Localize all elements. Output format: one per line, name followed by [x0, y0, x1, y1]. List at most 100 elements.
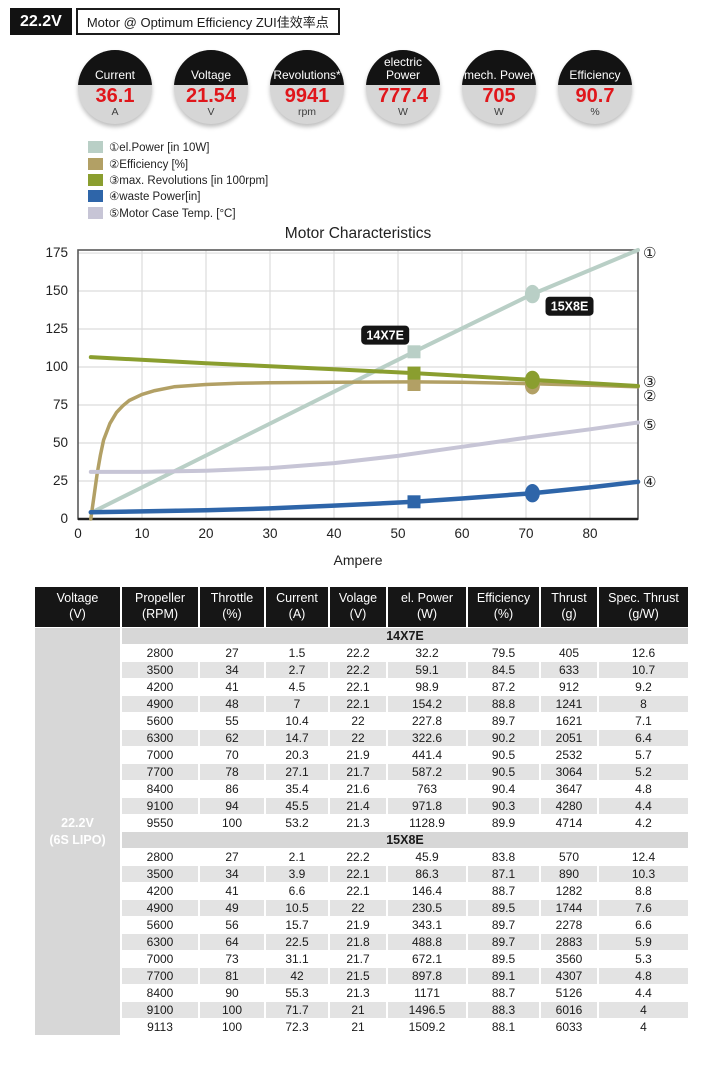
- table-cell: 27.1: [266, 764, 328, 781]
- table-cell: 8400: [122, 781, 198, 798]
- voltage-cell: 22.2V (6S LIPO): [35, 628, 120, 1036]
- table-cell: 1282: [541, 883, 597, 900]
- table-cell: 89.7: [468, 713, 539, 730]
- legend-label: ④waste Power[in]: [109, 191, 201, 204]
- table-cell: 72.3: [266, 1019, 328, 1036]
- table-cell: 633: [541, 662, 597, 679]
- table-cell: 48: [200, 696, 264, 713]
- badge-unit: %: [590, 105, 600, 118]
- table-cell: 73: [200, 951, 264, 968]
- x-tick-label: 0: [74, 525, 82, 541]
- table-cell: 10.3: [599, 866, 688, 883]
- badge-voltage: Voltage 21.54 V: [174, 50, 248, 124]
- legend-swatch: [88, 206, 103, 219]
- y-tick-label: 125: [45, 320, 68, 336]
- table-cell: 89.9: [468, 815, 539, 832]
- table-cell: 90.5: [468, 747, 539, 764]
- table-cell: 1171: [388, 985, 466, 1002]
- table-cell: 88.7: [468, 985, 539, 1002]
- table-cell: 83.8: [468, 849, 539, 866]
- table-cell: 100: [200, 1002, 264, 1019]
- table-cell: 4: [599, 1002, 688, 1019]
- badge-value: 90.7: [575, 84, 615, 107]
- table-cell: 100: [200, 815, 264, 832]
- table-cell: 88.8: [468, 696, 539, 713]
- table-cell: 3500: [122, 662, 198, 679]
- x-tick-label: 30: [262, 525, 278, 541]
- table-cell: 4280: [541, 798, 597, 815]
- legend-label: ①el.Power [in 10W]: [109, 142, 210, 155]
- table-cell: 79.5: [468, 645, 539, 662]
- table-cell: 912: [541, 679, 597, 696]
- table-section-row: 22.2V (6S LIPO) 14X7E: [35, 628, 688, 1036]
- table-cell: 6033: [541, 1019, 597, 1036]
- legend-item: ①el.Power [in 10W]: [88, 139, 707, 155]
- table-cell: 89.7: [468, 934, 539, 951]
- table-row: 6300 64 22.5 21.8 488.8 89.7 2883 5.9: [35, 934, 688, 951]
- table-cell: 10.4: [266, 713, 328, 730]
- table-cell: 21.7: [330, 951, 386, 968]
- table-row: 4200 41 4.5 22.1 98.9 87.2 912 9.2: [35, 679, 688, 696]
- table-row: 4900 48 7 22.1 154.2 88.8 1241 8: [35, 696, 688, 713]
- badge-efficiency: Efficiency 90.7%: [558, 50, 632, 124]
- table-cell: 27: [200, 849, 264, 866]
- table-cell: 90.3: [468, 798, 539, 815]
- y-tick-label: 50: [52, 434, 68, 450]
- col-header-current: Current (A): [266, 586, 328, 628]
- badge-label: Revolutions*: [270, 50, 344, 85]
- x-tick-label: 70: [518, 525, 534, 541]
- table-cell: 21.6: [330, 781, 386, 798]
- table-cell: 2.7: [266, 662, 328, 679]
- table-cell: 35.4: [266, 781, 328, 798]
- table-cell: 971.8: [388, 798, 466, 815]
- x-tick-label: 80: [582, 525, 598, 541]
- table-cell: 4.4: [599, 798, 688, 815]
- table-cell: 22.2: [330, 645, 386, 662]
- table-cell: 42: [266, 968, 328, 985]
- badge-value: 21.54: [185, 84, 237, 107]
- table-cell: 45.9: [388, 849, 466, 866]
- table-cell: 4900: [122, 900, 198, 917]
- col-header-throttle: Throttle (%): [200, 586, 264, 628]
- table-row: 3500 34 3.9 22.1 86.3 87.1 890 10.3: [35, 866, 688, 883]
- y-tick-label: 100: [45, 358, 68, 374]
- propeller-section-header: 15X8E: [122, 832, 688, 849]
- table-cell: 7000: [122, 747, 198, 764]
- table-row: 2800 27 1.5 22.2 32.2 79.5 405 12.6: [35, 645, 688, 662]
- table-cell: 4.8: [599, 781, 688, 798]
- x-tick-label: 40: [326, 525, 342, 541]
- stat-badges: Current 36.1 A Voltage 21.54 V Revolutions…: [78, 50, 707, 124]
- table-row: 7700 78 27.1 21.7 587.2 90.5 3064 5.2: [35, 764, 688, 781]
- table-cell: 763: [388, 781, 466, 798]
- table-cell: 5600: [122, 917, 198, 934]
- table-cell: 15.7: [266, 917, 328, 934]
- table-cell: 2.1: [266, 849, 328, 866]
- table-cell: 86: [200, 781, 264, 798]
- table-cell: 6300: [122, 730, 198, 747]
- table-cell: 4.5: [266, 679, 328, 696]
- table-cell: 6.6: [599, 917, 688, 934]
- table-cell: 32.2: [388, 645, 466, 662]
- table-row: 8400 86 35.4 21.6 763 90.4 3647 4.8: [35, 781, 688, 798]
- table-cell: 6300: [122, 934, 198, 951]
- table-cell: 587.2: [388, 764, 466, 781]
- table-row: 9550 100 53.2 21.3 1128.9 89.9 4714 4.2: [35, 815, 688, 832]
- legend-item: ⑤Motor Case Temp. [°C]: [88, 205, 707, 221]
- table-cell: 22.2: [330, 662, 386, 679]
- table-cell: 9100: [122, 798, 198, 815]
- badge-unit: V: [207, 105, 215, 118]
- table-cell: 3.9: [266, 866, 328, 883]
- legend-swatch: [88, 157, 103, 170]
- table-cell: 94: [200, 798, 264, 815]
- table-cell: 49: [200, 900, 264, 917]
- table-cell: 41: [200, 679, 264, 696]
- table-row: 3500 34 2.7 22.2 59.1 84.5 633 10.7: [35, 662, 688, 679]
- table-cell: 34: [200, 866, 264, 883]
- table-cell: 7.1: [599, 713, 688, 730]
- table-row: 5600 56 15.7 21.9 343.1 89.7 2278 6.6: [35, 917, 688, 934]
- table-cell: 71.7: [266, 1002, 328, 1019]
- table-cell: 6016: [541, 1002, 597, 1019]
- badge-value: 36.1: [95, 84, 135, 107]
- legend-label: ②Efficiency [%]: [109, 158, 189, 171]
- table-cell: 89.5: [468, 900, 539, 917]
